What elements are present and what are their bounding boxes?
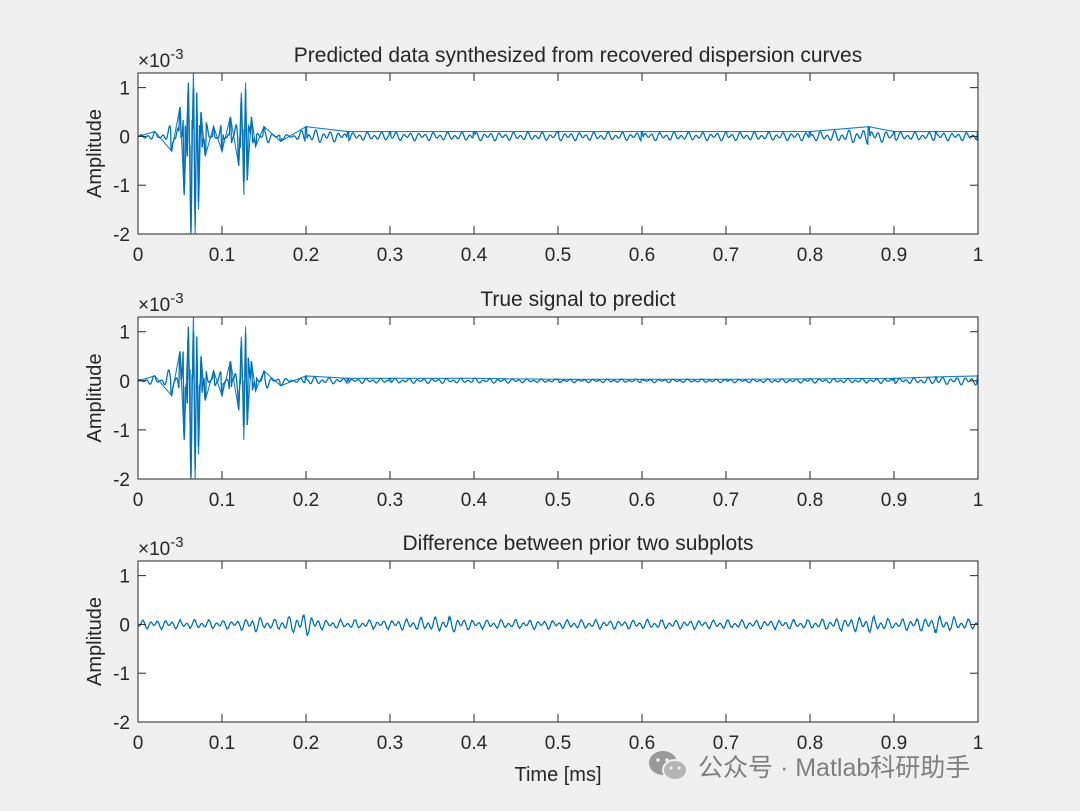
y-tick-label: 0 [119,127,130,148]
x-tick-label: 1 [973,490,984,511]
x-tick-label: 0.9 [881,490,907,511]
x-tick-label: 0.3 [377,245,403,266]
x-tick-label: 0.4 [461,733,488,754]
x-tick-label: 0.3 [377,733,403,754]
x-tick-label: 0.6 [629,245,655,266]
chart-title: Predicted data synthesized from recovere… [294,44,862,67]
y-axis-label: Amplitude [84,109,106,198]
y-tick-label: 1 [119,79,130,100]
x-tick-label: 1 [973,733,984,754]
y-tick-label: -1 [113,421,130,442]
subplot-true: 0 0.1 0.2 0.3 0.4 0.5 0.6 0.7 0.8 0.9 1 -2 -1 0 1 ×10-3… [84,288,983,511]
x-tick-label: 0.8 [797,245,823,266]
y-tick-label: -1 [113,176,130,197]
plot-area [138,317,978,479]
x-tick-label: 0.6 [629,733,655,754]
y-exponent-label: ×10-3 [138,534,184,560]
y-tick-label: -2 [113,713,130,734]
y-axis-label: Amplitude [84,354,106,443]
y-tick-label: -1 [113,664,130,685]
plot-area [138,561,978,722]
series-line-difference [138,614,978,637]
x-tick-label: 0.7 [713,733,739,754]
x-tick-label: 0.2 [293,245,319,266]
x-tick-label: 0.4 [461,245,488,266]
x-tick-label: 0.1 [209,490,235,511]
y-tick-label: -2 [113,470,130,491]
x-tick-label: 0.5 [545,490,571,511]
x-tick-label: 0.9 [881,733,907,754]
x-tick-label: 0.7 [713,245,739,266]
x-tick-label: 0 [133,245,144,266]
y-exponent-label: ×10-3 [138,46,184,72]
x-tick-label: 0.1 [209,245,235,266]
wechat-icon [649,751,688,781]
x-tick-label: 0 [133,490,144,511]
series-envelope [138,73,978,234]
x-tick-label: 0.7 [713,490,739,511]
x-tick-label: 0 [133,733,144,754]
subplot-predicted: 0 0.1 0.2 0.3 0.4 0.5 0.6 0.7 0.8 0.9 1 -2 -1 0 1 ×10-3… [84,44,983,266]
x-tick-label: 0.5 [545,245,571,266]
y-tick-label: 1 [119,567,130,588]
y-axis-label: Amplitude [84,597,106,686]
y-tick-label: 1 [119,323,130,344]
y-tick-label: 0 [119,372,130,393]
y-exponent-label: ×10-3 [138,290,184,316]
x-axis-label: Time [ms] [514,764,601,786]
x-tick-label: 0.2 [293,733,319,754]
x-tick-label: 0.3 [377,490,403,511]
x-tick-label: 0.8 [797,490,823,511]
x-tick-label: 0.5 [545,733,571,754]
x-tick-label: 0.9 [881,245,907,266]
subplot-difference: 0 0.1 0.2 0.3 0.4 0.5 0.6 0.7 0.8 0.9 1 -2 -1 0 1 ×10-3… [84,532,983,786]
chart-title: True signal to predict [480,288,675,311]
x-tick-label: 0.4 [461,490,488,511]
y-tick-label: -2 [113,225,130,246]
x-tick-label: 0.2 [293,490,319,511]
chart-title: Difference between prior two subplots [403,532,754,555]
plot-area [138,73,978,234]
y-tick-label: 0 [119,615,130,636]
x-tick-label: 0.1 [209,733,235,754]
watermark: 公众号 · Matlab科研助手 [646,748,970,784]
x-tick-label: 0.8 [797,733,823,754]
series-envelope [138,317,978,479]
x-tick-label: 0.6 [629,490,655,511]
x-tick-label: 1 [973,245,984,266]
watermark-text: 公众号 · Matlab科研助手 [698,754,971,782]
